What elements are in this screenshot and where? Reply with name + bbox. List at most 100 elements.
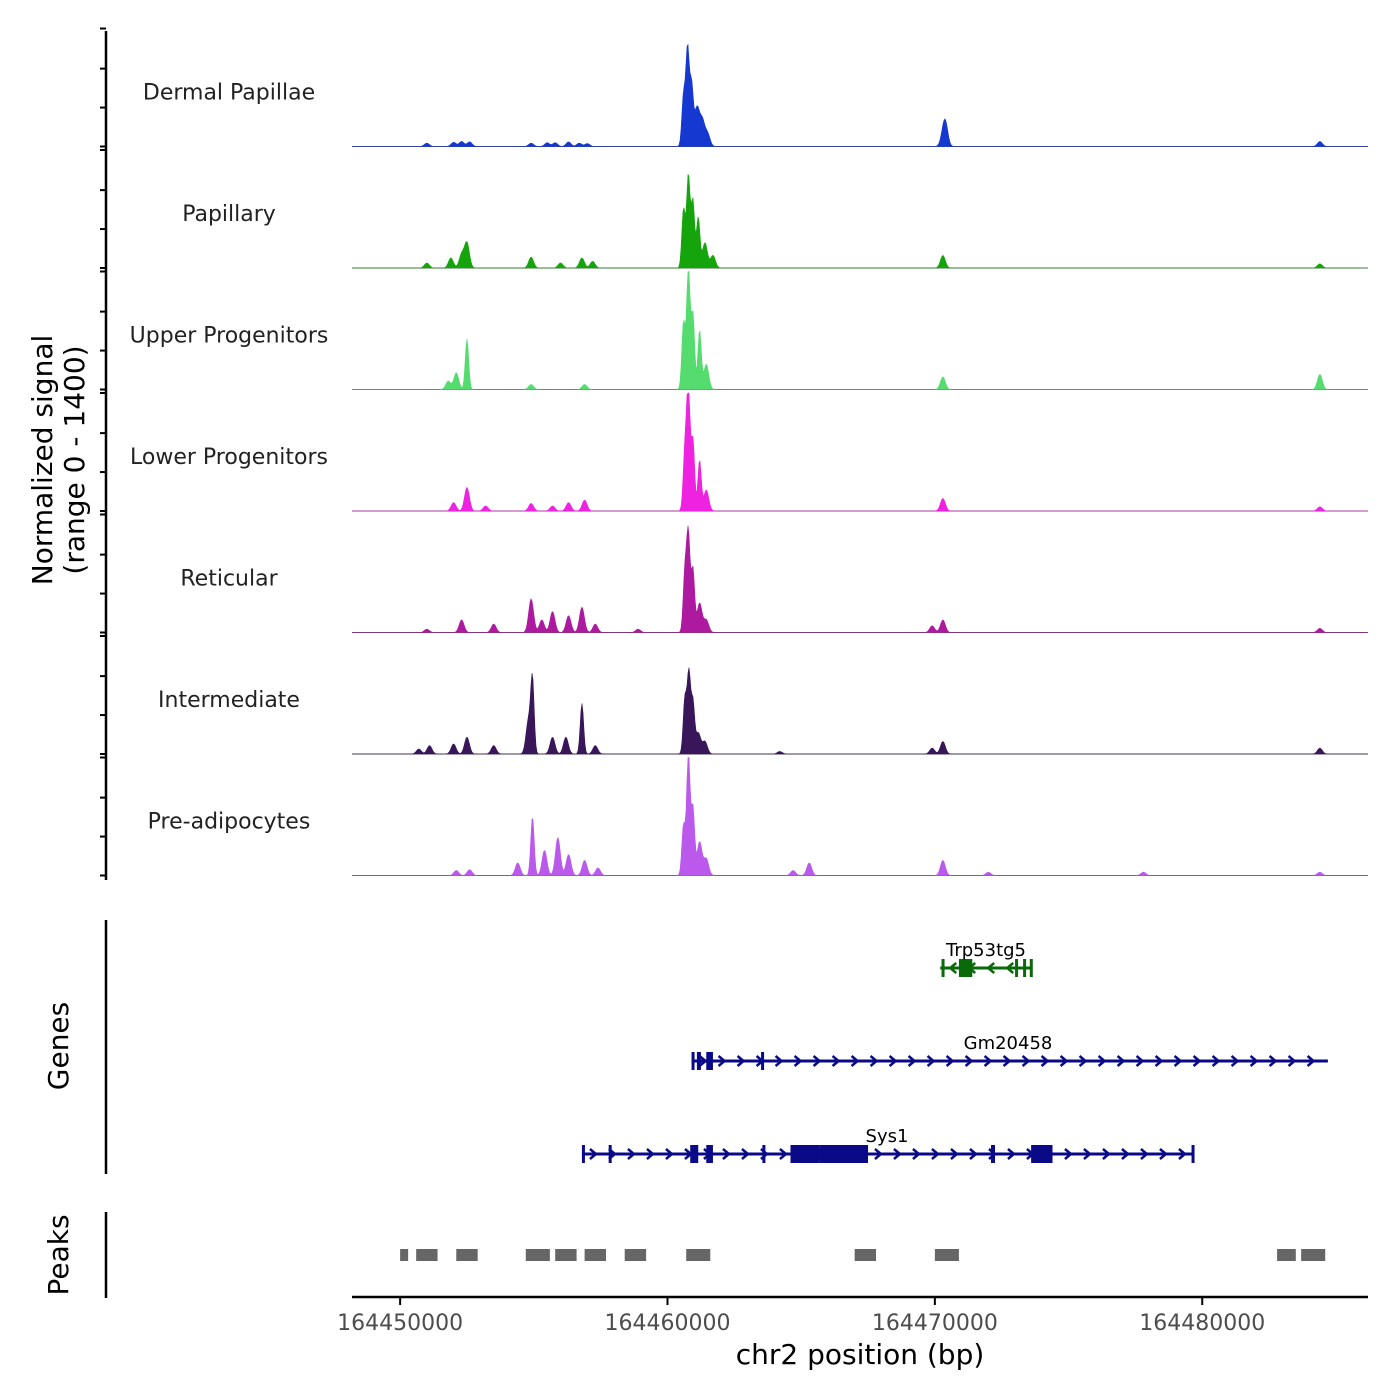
peak-region (584, 1249, 606, 1261)
gene-model: Trp53tg5 (940, 940, 1033, 977)
gene-model: Sys1 (581, 1126, 1195, 1163)
strand-arrow (736, 1055, 746, 1067)
coverage-tracks: Dermal Papillae Papillary Upper Progenitor… (130, 43, 1368, 876)
strand-arrow (869, 1055, 879, 1067)
strand-arrow (1178, 1148, 1187, 1160)
strand-arrow (950, 1148, 959, 1160)
strand-arrow (926, 1055, 936, 1067)
x-tick-label: 164460000 (605, 1311, 731, 1336)
track-label: Reticular (180, 567, 278, 592)
exon-block (581, 1145, 585, 1163)
y-axis-label-line2: (range 0 - 1400) (58, 345, 91, 574)
strand-arrow (793, 1055, 803, 1067)
exon-block (706, 1145, 713, 1163)
strand-arrow (1306, 1055, 1316, 1067)
strand-arrow (948, 962, 958, 974)
track-label: Papillary (182, 202, 276, 227)
strand-arrow (1040, 1055, 1050, 1067)
peak-region-track (400, 1249, 1326, 1261)
track-label: Pre-adipocytes (148, 810, 311, 835)
exon-block (819, 1145, 869, 1163)
strand-arrow (888, 1055, 898, 1067)
exon-block (696, 1052, 701, 1070)
strand-arrow (627, 1148, 636, 1160)
strand-arrow (1078, 1055, 1088, 1067)
exon-block (1031, 1145, 1053, 1163)
exon-block (958, 959, 973, 977)
strand-arrow (717, 1055, 727, 1067)
peaks-track-label: Peaks (42, 1214, 75, 1295)
strand-arrow (850, 1055, 860, 1067)
coverage-track: Papillary (182, 174, 1368, 269)
peak-region (934, 1249, 959, 1261)
coverage-track: Lower Progenitors (130, 392, 1368, 512)
strand-arrow (964, 1055, 974, 1067)
exon-block (941, 959, 945, 977)
exon-block (790, 1145, 820, 1163)
coverage-track: Intermediate (158, 667, 1368, 755)
y-axis-label-line1: Normalized signal (26, 335, 59, 586)
strand-arrow (1021, 1055, 1031, 1067)
exon-block (706, 1052, 713, 1070)
coverage-area (352, 43, 1368, 147)
strand-arrow (907, 1055, 917, 1067)
strand-arrow (1083, 1148, 1092, 1160)
coverage-track: Upper Progenitors (130, 271, 1368, 390)
gene-name-label: Trp53tg5 (945, 940, 1026, 961)
exon-block (1023, 959, 1027, 977)
strand-arrow (1116, 1055, 1126, 1067)
strand-arrow (646, 1148, 655, 1160)
peak-region (456, 1249, 478, 1261)
gene-model: Gm20458 (691, 1033, 1328, 1070)
strand-arrow (1249, 1055, 1259, 1067)
strand-arrow (1173, 1055, 1183, 1067)
strand-arrow (983, 1055, 993, 1067)
genes-track-label: Genes (42, 1002, 75, 1090)
strand-arrow (1005, 962, 1015, 974)
coverage-area (352, 757, 1368, 876)
strand-arrow (1102, 1148, 1111, 1160)
strand-arrow (931, 1148, 940, 1160)
peak-region (1301, 1249, 1326, 1261)
x-axis-label: chr2 position (bp) (736, 1338, 985, 1371)
strand-arrow (1211, 1055, 1221, 1067)
strand-arrow (665, 1148, 674, 1160)
strand-arrow (1268, 1055, 1278, 1067)
strand-arrow (722, 1148, 731, 1160)
peak-region (624, 1249, 647, 1261)
track-label: Dermal Papillae (143, 81, 315, 106)
exon-block (761, 1052, 765, 1070)
coverage-area (352, 271, 1368, 390)
strand-arrow (589, 1148, 598, 1160)
strand-arrow (912, 1148, 921, 1160)
exon-block (608, 1145, 612, 1163)
gene-annotation-track: Trp53tg5 Gm20458 Sys1 (581, 940, 1328, 1163)
coverage-area (352, 667, 1368, 755)
strand-arrow (812, 1055, 822, 1067)
strand-arrow (1135, 1055, 1145, 1067)
strand-arrow (1064, 1148, 1073, 1160)
peak-region (1277, 1249, 1296, 1261)
strand-arrow (986, 962, 996, 974)
strand-arrow (779, 1148, 788, 1160)
coverage-area (352, 174, 1368, 269)
coverage-area (352, 525, 1368, 633)
peak-region (525, 1249, 550, 1261)
strand-arrow (831, 1055, 841, 1067)
exon-block (762, 1145, 766, 1163)
strand-arrow (774, 1055, 784, 1067)
strand-arrow (1140, 1148, 1149, 1160)
exon-block (1191, 1145, 1195, 1163)
peak-region (854, 1249, 877, 1261)
exon-block (1015, 959, 1019, 977)
x-tick-label: 164450000 (337, 1311, 463, 1336)
axes: Normalized signal (range 0 - 1400) Genes… (26, 27, 1368, 1371)
strand-arrow (1007, 1148, 1016, 1160)
track-label: Intermediate (158, 688, 300, 713)
gene-name-label: Sys1 (866, 1126, 909, 1147)
peak-region (416, 1249, 438, 1261)
track-label: Upper Progenitors (130, 324, 329, 349)
coverage-track: Pre-adipocytes (148, 757, 1368, 876)
strand-arrow (1097, 1055, 1107, 1067)
